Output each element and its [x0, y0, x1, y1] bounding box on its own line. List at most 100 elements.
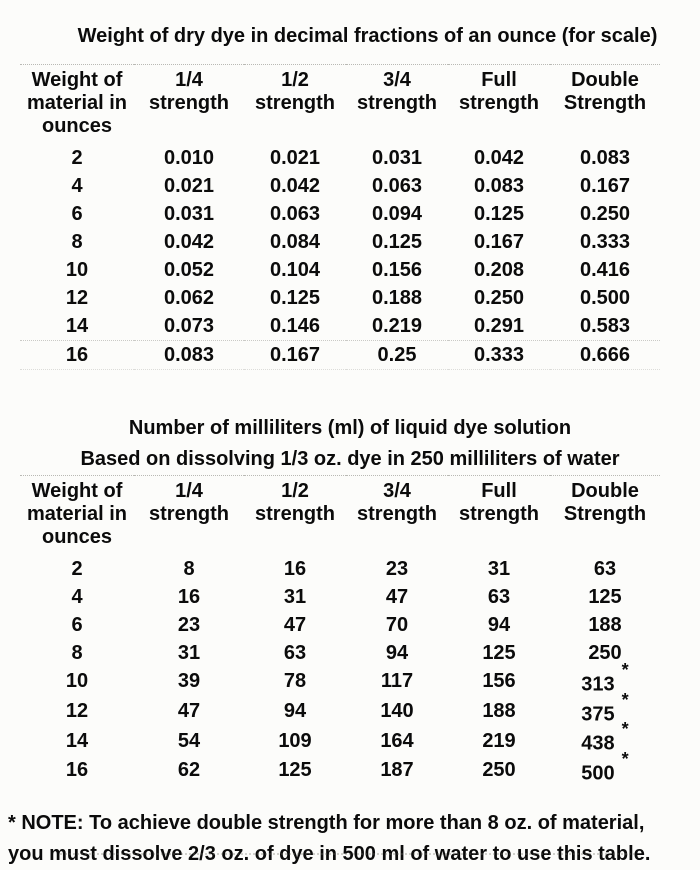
- value-cell: 78: [283, 670, 307, 693]
- value-cell: 109: [278, 729, 312, 752]
- header-line: Full: [481, 69, 517, 91]
- header-line: strength: [459, 503, 539, 525]
- value-cell: 500*: [581, 749, 629, 785]
- column-header-material-weight: Weight of material in ounces: [20, 64, 134, 144]
- header-line: 3/4: [383, 69, 411, 91]
- table-row: 16 0.083 0.167 0.25 0.333 0.666: [20, 340, 660, 370]
- footnote-asterisk: *: [621, 749, 629, 770]
- scan-artifact-line: [60, 853, 635, 855]
- header-line: Strength: [563, 503, 647, 525]
- value-cell: 0.250: [473, 286, 525, 309]
- row-label-cell: 14: [20, 312, 134, 341]
- value-cell: 164: [380, 729, 414, 752]
- value-cell: 8: [183, 557, 195, 580]
- value-cell: 0.062: [163, 286, 215, 309]
- value-cell: 0.031: [163, 202, 215, 225]
- value-cell: 94: [283, 699, 307, 722]
- value-cell: 0.073: [134, 312, 244, 341]
- value-cell: 156: [482, 670, 516, 693]
- footnote-asterisk: *: [621, 689, 629, 710]
- value-cell: 0.052: [163, 258, 215, 281]
- value-cell: 0.083: [134, 340, 244, 370]
- dry-dye-table: Weight of material in ounces 1/4 strengt…: [20, 64, 660, 370]
- value-cell: 63: [593, 557, 617, 580]
- header-line: strength: [357, 92, 437, 114]
- row-label-cell: 10: [65, 670, 89, 693]
- value-cell: 0.042: [473, 146, 525, 169]
- value-cell: 47: [385, 585, 409, 608]
- value-cell: 0.063: [269, 202, 321, 225]
- value-cell: 0.291: [448, 312, 550, 341]
- row-label-cell: 12: [65, 699, 89, 722]
- header-line: Full: [481, 480, 517, 502]
- value-cell: 0.010: [163, 146, 215, 169]
- column-header-full-strength: Full strength: [448, 64, 550, 144]
- value-cell: 0.167: [579, 174, 631, 197]
- value-cell: 0.146: [244, 312, 346, 341]
- value-cell: 16: [283, 557, 307, 580]
- table-row: 16 62 125 187 250 500*: [20, 749, 660, 786]
- value-cell: 31: [177, 641, 201, 664]
- header-line: material in: [26, 92, 128, 114]
- row-label-cell: 2: [71, 146, 83, 169]
- row-label-cell: 16: [65, 759, 89, 782]
- value-cell: 0.219: [346, 312, 448, 341]
- row-label-cell: 4: [71, 174, 83, 197]
- column-header-threequarter-strength: 3/4 strength: [346, 475, 448, 555]
- value-cell: 0.125: [473, 202, 525, 225]
- double-strength-footnote: * NOTE: To achieve double strength for m…: [8, 808, 700, 870]
- header-line: 1/2: [281, 480, 309, 502]
- table-row: 10 0.052 0.104 0.156 0.208 0.416: [20, 256, 660, 284]
- table-row: 12 0.062 0.125 0.188 0.250 0.500: [20, 284, 660, 312]
- value-cell: 70: [385, 613, 409, 636]
- header-line: strength: [357, 503, 437, 525]
- dry-dye-table-body: 2 0.010 0.021 0.031 0.042 0.083 4 0.021 0.042 0.0…: [20, 144, 660, 370]
- footnote-line-1: * NOTE: To achieve double strength for m…: [8, 811, 645, 834]
- value-cell: 0.156: [371, 258, 423, 281]
- liquid-dye-table: Weight of material in ounces 1/4 strengt…: [20, 475, 660, 786]
- value-cell: 125: [482, 641, 516, 664]
- value-cell: 125: [588, 585, 622, 608]
- value-cell: 94: [385, 641, 409, 664]
- footnote-line-2: you must dissolve 2/3 oz. of dye in 500 …: [8, 842, 651, 865]
- value-cell: 0.25: [346, 340, 448, 370]
- table-row: 12 47 94 140 188 375*: [20, 689, 660, 727]
- value-cell: 62: [177, 759, 201, 782]
- column-header-quarter-strength: 1/4 strength: [134, 475, 244, 555]
- table-row: 8 31 63 94 125 250: [20, 639, 660, 667]
- value-cell: 47: [283, 613, 307, 636]
- value-cell: 94: [487, 613, 511, 636]
- value-cell: 23: [385, 557, 409, 580]
- value-cell: 375*: [581, 689, 629, 726]
- value-cell: 0.021: [269, 146, 321, 169]
- header-line: strength: [149, 503, 229, 525]
- liquid-dye-table-header: Weight of material in ounces 1/4 strengt…: [20, 475, 660, 555]
- value-cell: 250: [588, 641, 622, 664]
- header-line: Double: [571, 480, 639, 502]
- header-line: Double: [571, 69, 639, 91]
- dry-dye-section: Weight of dry dye in decimal fractions o…: [0, 0, 700, 370]
- value-cell: 125: [278, 759, 312, 782]
- header-row: Weight of material in ounces 1/4 strengt…: [20, 475, 660, 555]
- value-cell: 0.666: [550, 340, 660, 370]
- table-row: 6 0.031 0.063 0.094 0.125 0.250: [20, 200, 660, 228]
- value-cell: 0.063: [371, 174, 423, 197]
- table-row: 14 0.073 0.146 0.219 0.291 0.583: [20, 312, 660, 341]
- row-label-cell: 12: [65, 286, 89, 309]
- liquid-dye-table-subtitle: Based on dissolving 1/3 oz. dye in 250 m…: [80, 448, 620, 470]
- header-line: Weight of: [31, 69, 123, 91]
- row-label-cell: 6: [71, 613, 83, 636]
- table-row: 2 0.010 0.021 0.031 0.042 0.083: [20, 144, 660, 172]
- value-cell: 0.083: [473, 174, 525, 197]
- table-row: 6 23 47 70 94 188: [20, 611, 660, 639]
- value-cell: 0.188: [371, 286, 423, 309]
- column-header-double-strength: Double Strength: [550, 64, 660, 144]
- value-cell: 0.167: [244, 340, 346, 370]
- header-line: 1/2: [281, 69, 309, 91]
- value-cell: 0.208: [473, 258, 525, 281]
- header-line: ounces: [41, 115, 113, 137]
- value-cell: 39: [177, 670, 201, 693]
- value-cell: 187: [380, 759, 414, 782]
- value-cell: 63: [487, 585, 511, 608]
